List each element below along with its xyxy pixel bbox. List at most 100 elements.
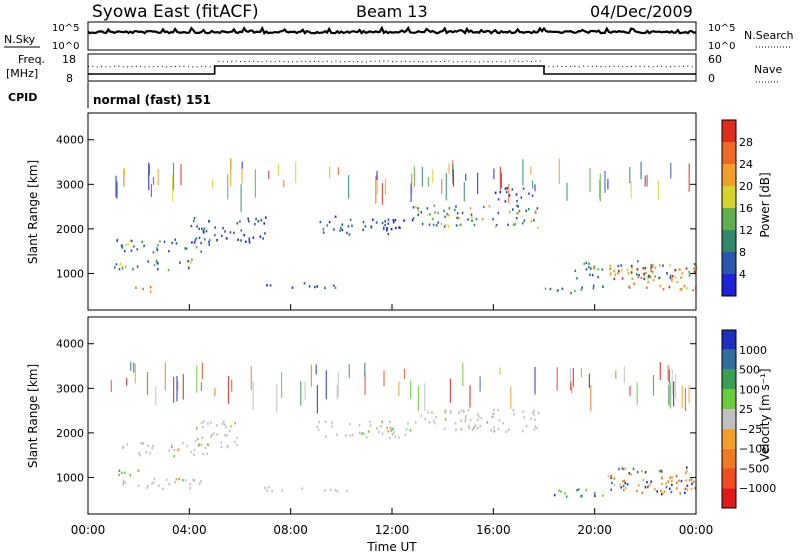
search-panel-right-label: N.Search [744, 29, 794, 42]
echo-cell [621, 277, 624, 280]
echo-cell [661, 476, 663, 479]
echo-cell [177, 448, 180, 451]
echo-streak [570, 381, 572, 391]
echo-cell [240, 229, 243, 232]
echo-cell [409, 429, 412, 432]
echo-cell [230, 425, 232, 428]
echo-streak [688, 385, 690, 404]
echo-cell [189, 487, 192, 490]
echo-cell [507, 223, 509, 226]
echo-cell [522, 187, 525, 190]
echo-cell [220, 441, 223, 444]
echo-cell [647, 484, 650, 488]
echo-cell [393, 431, 395, 434]
echo-cell [264, 232, 266, 235]
echo-cell [204, 446, 207, 449]
echo-cell [636, 273, 638, 276]
echo-cell [216, 433, 218, 436]
echo-cell [329, 488, 332, 492]
echo-cell [149, 286, 152, 289]
echo-cell [119, 262, 122, 266]
echo-cell [411, 218, 414, 222]
echo-cell [174, 480, 176, 484]
colorbar-tick-label: 25 [739, 403, 753, 416]
echo-cell [124, 243, 127, 247]
echo-cell [257, 220, 260, 223]
echo-cell [324, 420, 327, 423]
echo-cell [153, 477, 156, 481]
echo-streak [411, 173, 413, 195]
echo-cell [264, 486, 266, 490]
echo-cell [650, 269, 653, 273]
power-panel [114, 158, 698, 295]
colorbar-tick-label: −500 [739, 462, 769, 475]
echo-cell [688, 274, 691, 277]
echo-cell [151, 447, 153, 450]
echo-cell [214, 226, 216, 229]
echo-cell [428, 421, 431, 424]
echo-cell [646, 481, 648, 484]
beam-label: Beam 13 [356, 2, 428, 21]
echo-streak [252, 381, 254, 410]
echo-streak [364, 362, 366, 377]
colorbar-tick-label: −1000 [739, 482, 776, 495]
echo-cell [141, 442, 144, 445]
echo-cell [384, 220, 386, 223]
echo-cell [560, 490, 562, 493]
colorbar-tick-label: 4 [739, 268, 746, 281]
velocity-colorbar-label: Velocity [m s⁻¹] [758, 368, 772, 461]
echo-streak [671, 369, 673, 396]
colorbar-segment [722, 389, 736, 410]
echo-cell [609, 272, 612, 275]
echo-streak [325, 370, 327, 400]
search-tick-top: 10^5 [708, 23, 735, 34]
power-panel-frame [87, 112, 697, 311]
echo-streak [510, 386, 512, 409]
echo-cell [236, 222, 239, 225]
echo-cell [135, 286, 137, 289]
echo-cell [455, 224, 458, 227]
echo-cell [647, 276, 650, 279]
echo-cell [194, 440, 197, 443]
echo-cell [123, 471, 126, 474]
echo-cell [592, 284, 595, 288]
x-tick-label: 00:00 [71, 523, 106, 537]
echo-streak [157, 169, 159, 186]
echo-cell [464, 419, 466, 423]
echo-cell [644, 486, 647, 489]
echo-cell [389, 426, 391, 430]
echo-cell [341, 228, 344, 232]
echo-cell [118, 268, 121, 271]
echo-cell [239, 220, 241, 223]
echo-cell [211, 433, 213, 436]
echo-cell [392, 221, 395, 224]
echo-cell [684, 491, 686, 494]
freq-trace [88, 60, 696, 75]
echo-streak [599, 173, 601, 202]
echo-cell [517, 212, 519, 215]
echo-cell [213, 432, 215, 435]
freq-panel-frame [87, 53, 697, 82]
echo-streak [230, 158, 232, 170]
echo-streak [530, 166, 532, 175]
echo-cell [192, 478, 195, 481]
echo-cell [124, 481, 127, 484]
echo-streak [636, 382, 638, 405]
echo-cell [201, 436, 204, 439]
echo-cell [262, 237, 264, 240]
echo-cell [234, 440, 236, 444]
echo-cell [644, 266, 647, 270]
echo-cell [693, 267, 695, 270]
echo-streak [130, 361, 132, 371]
echo-cell [229, 231, 232, 234]
echo-cell [456, 212, 459, 215]
echo-cell [686, 469, 688, 473]
echo-cell [129, 239, 131, 242]
echo-cell [460, 223, 462, 226]
echo-cell [121, 265, 123, 269]
echo-cell [207, 422, 209, 425]
echo-cell [454, 208, 456, 212]
echo-cell [165, 478, 168, 482]
echo-cell [576, 489, 578, 492]
echo-cell [130, 249, 133, 252]
